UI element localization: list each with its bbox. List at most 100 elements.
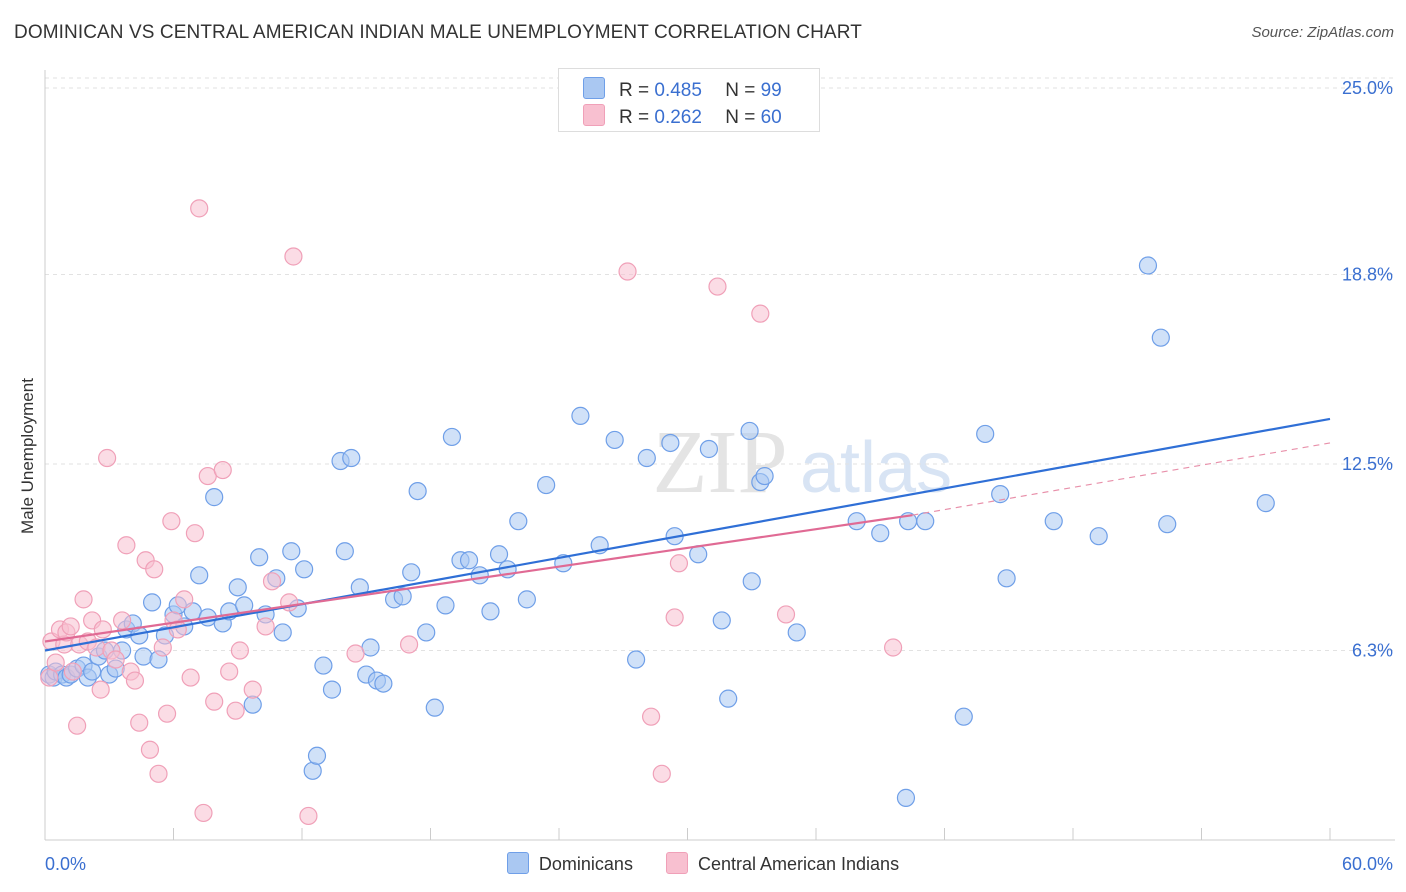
dominicans-point — [314, 656, 333, 675]
dominicans-point — [712, 611, 731, 630]
dominicans-point — [1089, 527, 1108, 546]
central-american-indians-point — [220, 662, 239, 681]
legend-row-dominicans: R = 0.485 N = 99 — [583, 77, 782, 101]
dominicans-trend-line — [44, 417, 1331, 652]
legend-r-label: R = — [619, 80, 650, 101]
legend-swatch-dominicans — [583, 77, 605, 99]
dominicans-point — [393, 587, 412, 606]
legend-swatch-dominicans — [506, 852, 529, 874]
dominicans-point — [1151, 328, 1170, 347]
central-american-indians-point — [618, 262, 637, 281]
central-american-indians-point — [175, 590, 194, 609]
legend-n-label: N = — [725, 107, 756, 128]
dominicans-point — [273, 623, 292, 642]
legend-label-central-american-indians: Central American Indians — [697, 854, 900, 874]
central-american-indians-point — [346, 644, 365, 663]
dominicans-point — [282, 542, 301, 561]
dominicans-point — [605, 430, 624, 450]
dominicans-point — [442, 427, 462, 447]
dominicans-point — [661, 433, 680, 453]
dominicans-point — [991, 485, 1010, 504]
central-american-indians-point — [213, 460, 232, 480]
dominicans-point — [1158, 515, 1177, 534]
central-american-indians-point — [46, 653, 65, 672]
dominicans-point — [571, 406, 590, 425]
central-american-indians-trend-extension — [912, 442, 1331, 516]
dominicans-point — [228, 578, 247, 597]
dominicans-point — [637, 448, 656, 468]
y-axis-label: Male Unemployment — [18, 378, 37, 534]
central-american-indians-point — [190, 199, 209, 218]
y-tick-label: 6.3% — [1352, 641, 1393, 661]
central-american-indians-point — [243, 680, 262, 699]
central-american-indians-point — [751, 304, 770, 323]
central-american-indians-point — [93, 620, 112, 639]
legend-item-central-american-indians: Central American Indians — [665, 852, 900, 875]
central-american-indians-point — [181, 668, 200, 687]
central-american-indians-point — [98, 448, 117, 468]
central-american-indians-point — [652, 764, 671, 783]
central-american-indians-point — [194, 803, 213, 823]
dominicans-point — [250, 548, 269, 567]
central-american-indians-point — [130, 713, 149, 732]
dominicans-point — [719, 689, 738, 708]
dominicans-point — [1138, 256, 1158, 275]
dominicans-point — [205, 488, 224, 507]
central-american-indians-point — [776, 605, 796, 624]
dominicans-point — [742, 572, 761, 591]
central-american-indians-point — [262, 572, 282, 591]
central-american-indians-point — [112, 611, 132, 630]
legend-n-value: 99 — [760, 80, 782, 101]
central-american-indians-point — [185, 524, 205, 543]
dominicans-point — [335, 542, 354, 561]
legend-swatch-central-american-indians — [583, 104, 605, 126]
central-american-indians-point — [708, 277, 727, 296]
central-american-indians-point — [665, 608, 684, 627]
central-american-indians-point — [226, 701, 245, 720]
dominicans-point — [425, 698, 444, 717]
central-american-indians-point — [149, 764, 168, 783]
legend-n-value: 60 — [760, 107, 782, 128]
y-tick-label: 18.8% — [1342, 265, 1393, 285]
central-american-indians-point — [40, 668, 59, 687]
central-american-indians-point — [63, 662, 82, 681]
central-american-indians-point — [669, 554, 689, 573]
dominicans-point — [976, 424, 995, 444]
central-american-indians-point — [106, 650, 125, 669]
dominicans-point — [871, 524, 890, 543]
central-american-indians-point — [299, 806, 318, 826]
dominicans-point — [997, 569, 1016, 588]
dominicans-point — [402, 563, 421, 582]
dominicans-point — [847, 512, 866, 531]
source-label: Source: ZipAtlas.com — [1251, 24, 1394, 41]
dominicans-point — [83, 662, 102, 681]
legend-item-dominicans: Dominicans — [506, 852, 633, 875]
dominicans-point — [342, 448, 361, 468]
central-american-indians-point — [256, 617, 275, 636]
legend-r-label: R = — [619, 107, 650, 128]
dominicans-point — [408, 481, 427, 501]
dominicans-point — [134, 647, 153, 666]
dominicans-point — [626, 650, 646, 669]
dominicans-point — [1044, 512, 1063, 531]
central-american-indians-point — [399, 635, 419, 654]
dominicans-point — [740, 421, 759, 441]
dominicans-point — [954, 707, 973, 726]
central-american-indians-point — [157, 704, 177, 723]
central-american-indians-point — [145, 560, 164, 579]
watermark: ZIP — [653, 413, 788, 512]
central-american-indians-point — [641, 707, 661, 726]
y-tick-label: 12.5% — [1342, 454, 1393, 474]
central-american-indians-point — [125, 671, 145, 690]
chart-title: DOMINICAN VS CENTRAL AMERICAN INDIAN MAL… — [14, 22, 862, 43]
y-tick-label: 25.0% — [1342, 78, 1393, 98]
series-legend: Dominicans Central American Indians — [0, 852, 1406, 875]
dominicans-point — [417, 623, 436, 642]
dominicans-point — [470, 566, 489, 585]
dominicans-point — [436, 596, 455, 615]
central-american-indians-point — [74, 590, 93, 609]
dominicans-point — [374, 674, 393, 693]
dominicans-point — [190, 566, 209, 585]
legend-row-central-american-indians: R = 0.262 N = 60 — [583, 104, 782, 128]
